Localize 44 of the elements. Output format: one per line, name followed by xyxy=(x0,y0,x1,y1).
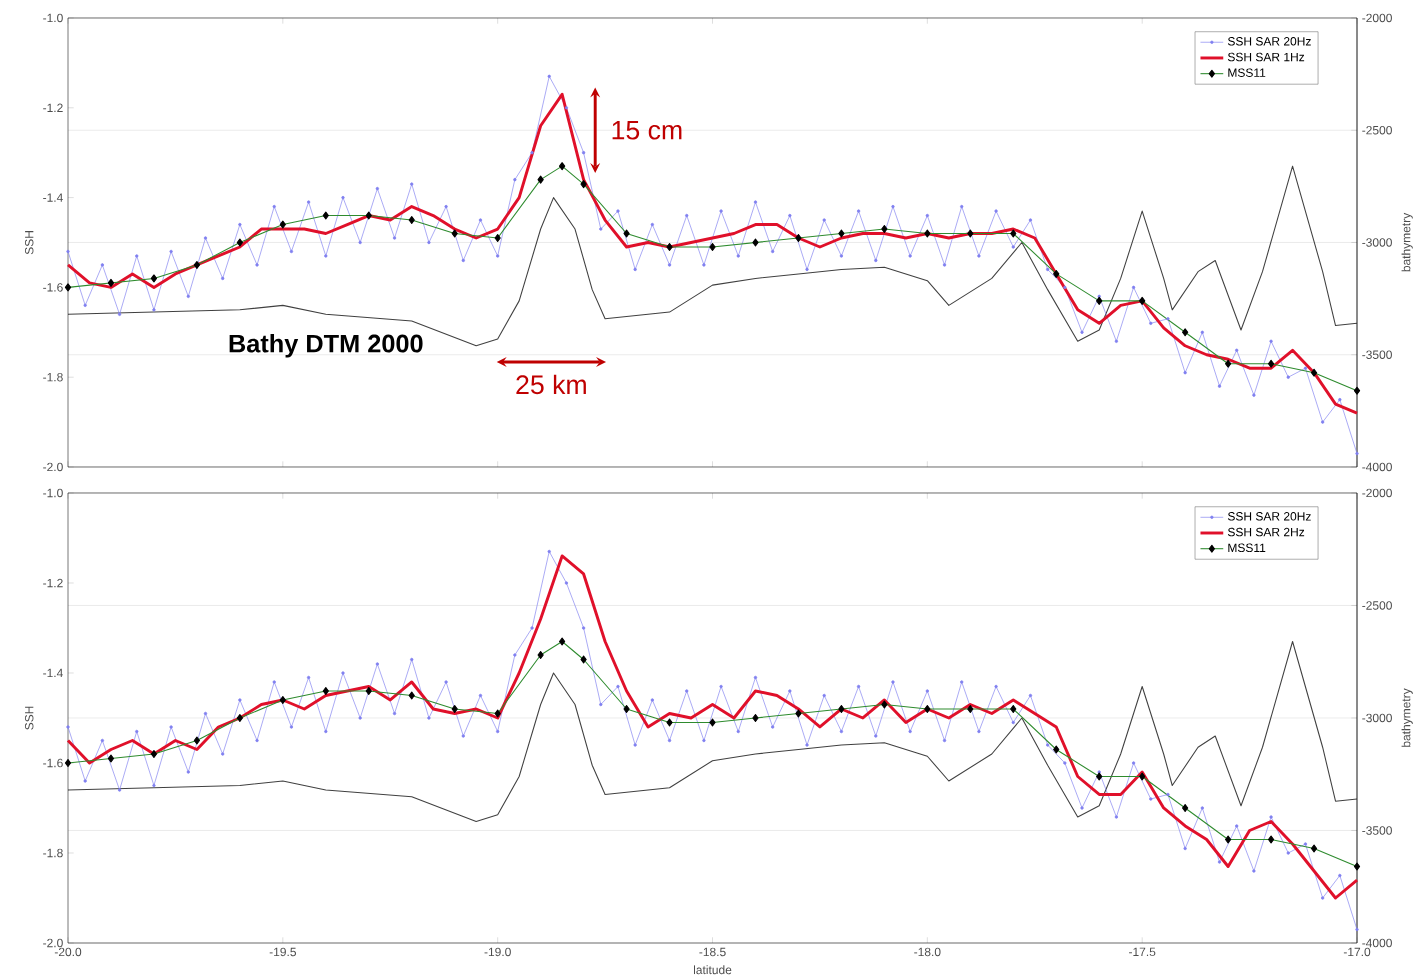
y2-tick-label: -4000 xyxy=(1362,462,1392,472)
y-tick-label: -1.8 xyxy=(43,848,63,858)
y-tick-label: -1.0 xyxy=(43,488,63,498)
x-tick-label: -17.0 xyxy=(1343,947,1371,957)
y-tick-label: -1.2 xyxy=(43,103,63,112)
y-axis-title: SSH xyxy=(24,706,34,730)
legend-label: SSH SAR 20Hz xyxy=(1227,37,1311,46)
line-series xyxy=(67,640,1358,823)
legend-label: SSH SAR 20Hz xyxy=(1227,512,1311,521)
y-tick-label: -2.0 xyxy=(43,938,63,948)
y-tick-label: -1.2 xyxy=(43,578,63,588)
y2-tick-label: -3000 xyxy=(1362,713,1392,723)
y2-tick-label: -3000 xyxy=(1362,238,1392,247)
annotation: 25 km xyxy=(516,374,586,395)
y2-tick-label: -2500 xyxy=(1362,601,1392,610)
y2-tick-label: -3500 xyxy=(1362,350,1392,359)
y-tick-label: -2.0 xyxy=(43,462,63,472)
legend-label: MSS11 xyxy=(1228,543,1266,553)
x-tick-label: -20.0 xyxy=(54,947,82,957)
y2-tick-label: -2500 xyxy=(1362,125,1392,135)
y-tick-label: -1.0 xyxy=(43,13,63,23)
y-tick-label: -1.8 xyxy=(43,372,63,382)
legend-label: SSH SAR 1Hz xyxy=(1227,52,1305,62)
legend-label: MSS11 xyxy=(1228,68,1266,77)
y-tick-label: -1.4 xyxy=(43,193,63,202)
y2-axis-title: bathymetry xyxy=(1401,688,1413,747)
y-axis-title: SSH xyxy=(24,231,34,255)
x-tick-label: -18.0 xyxy=(914,947,941,957)
x-tick-label: -19.0 xyxy=(484,947,511,957)
y2-tick-label: -2000 xyxy=(1362,13,1392,23)
annotation: 15 cm xyxy=(612,120,682,140)
y2-axis-title: bathymetry xyxy=(1401,212,1413,272)
x-tick-label: -17.5 xyxy=(1129,947,1156,957)
series-label: Bathy DTM 2000 xyxy=(229,333,423,358)
legend-label: SSH SAR 2Hz xyxy=(1227,527,1305,537)
y-tick-label: -1.6 xyxy=(43,283,63,292)
x-tick-label: -19.5 xyxy=(269,947,297,957)
y-tick-label: -1.4 xyxy=(43,668,63,678)
y-tick-label: -1.6 xyxy=(43,758,63,768)
y2-tick-label: -4000 xyxy=(1362,938,1392,948)
y2-tick-label: -2000 xyxy=(1362,488,1392,498)
x-tick-label: -18.5 xyxy=(699,947,726,957)
x-axis-title: latitude xyxy=(693,965,732,975)
y2-tick-label: -3500 xyxy=(1362,826,1392,835)
